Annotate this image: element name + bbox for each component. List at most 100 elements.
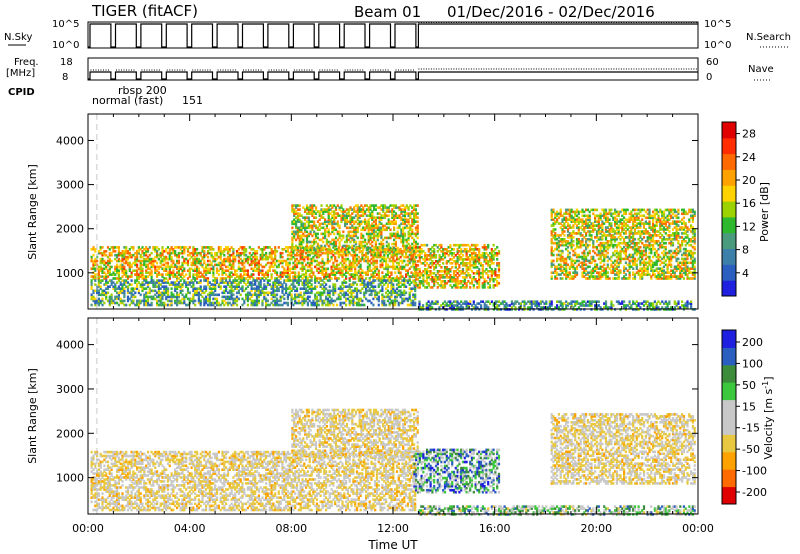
echo-cell: [156, 281, 159, 284]
echo-cell: [308, 281, 311, 284]
echo-cell: [205, 267, 208, 271]
echo-cell: [354, 275, 357, 278]
echo-cell: [254, 269, 257, 272]
echo-cell: [174, 301, 177, 305]
echo-cell: [94, 277, 97, 280]
echo-cell: [305, 263, 308, 267]
echo-cell: [467, 262, 470, 265]
echo-cell: [90, 303, 93, 307]
echo-cell: [407, 212, 410, 215]
echo-cell: [452, 248, 456, 251]
echo-cell: [366, 271, 369, 274]
echo-cell: [371, 210, 374, 213]
echo-cell: [334, 289, 337, 293]
echo-cell: [168, 271, 171, 274]
echo-cell: [270, 287, 273, 290]
echo-cell: [183, 267, 186, 271]
echo-cell: [286, 295, 289, 299]
echo-cell: [332, 269, 335, 272]
echo-cell: [347, 226, 350, 230]
echo-cell: [261, 301, 264, 305]
echo-cell: [492, 280, 495, 283]
echo-cell: [322, 232, 325, 236]
echo-cell: [197, 261, 200, 265]
echo-cell: [354, 214, 358, 217]
echo-cell: [228, 263, 231, 267]
echo-cell: [566, 253, 570, 257]
echo-cell: [235, 295, 239, 299]
echo-cell: [362, 234, 365, 238]
echo-cell: [483, 243, 486, 247]
echo-cell: [494, 270, 497, 273]
echo-cell: [429, 256, 432, 259]
echo-cell: [274, 257, 277, 261]
echo-cell: [179, 299, 182, 303]
echo-cell: [119, 259, 122, 263]
echo-cell: [492, 258, 495, 261]
echo-cell: [263, 273, 266, 276]
echo-cell: [425, 243, 429, 247]
echo-cell: [143, 295, 146, 299]
echo-cell: [394, 206, 397, 209]
echo-cell: [99, 265, 102, 269]
echo-cell: [409, 224, 412, 228]
echo-cell: [301, 265, 304, 269]
echo-cell: [212, 297, 215, 301]
echo-cell: [257, 285, 260, 288]
echo-cell: [434, 264, 438, 267]
echo-cell: [166, 271, 170, 274]
echo-cell: [377, 271, 380, 274]
echo-cell: [310, 283, 313, 286]
echo-cell: [228, 279, 231, 282]
echo-cell: [337, 293, 340, 297]
echo-cell: [385, 275, 388, 278]
echo-cell: [161, 295, 164, 299]
echo-cell: [563, 216, 566, 220]
echo-cell: [317, 267, 320, 271]
echo-cell: [298, 214, 301, 217]
echo-cell: [429, 266, 432, 269]
echo-cell: [367, 224, 370, 228]
echo-cell: [469, 248, 472, 251]
echo-cell: [456, 260, 459, 263]
echo-cell: [585, 277, 588, 280]
echo-cell: [590, 236, 593, 239]
echo-cell: [225, 281, 228, 284]
echo-cell: [347, 212, 350, 215]
echo-cell: [416, 272, 420, 275]
echo-cell: [323, 277, 326, 280]
echo-cell: [407, 220, 410, 223]
echo-cell: [415, 270, 418, 273]
echo-cell: [472, 250, 475, 253]
echo-cell: [272, 291, 275, 295]
echo-cell: [414, 232, 417, 236]
echo-cell: [323, 267, 326, 271]
echo-cell: [290, 279, 293, 282]
echo-cell: [572, 218, 575, 221]
echo-cell: [302, 224, 305, 228]
echo-cell: [413, 266, 416, 269]
echo-cell: [128, 265, 131, 269]
echo-cell: [550, 271, 553, 274]
echo-cell: [550, 259, 553, 263]
echo-cell: [126, 275, 130, 278]
echo-cell: [422, 274, 425, 277]
echo-cell: [96, 291, 99, 295]
echo-cell: [352, 275, 355, 278]
echo-cell: [285, 275, 288, 278]
echo-cell: [177, 293, 180, 297]
echo-cell: [239, 251, 242, 255]
echo-cell: [362, 236, 365, 240]
echo-cell: [418, 282, 421, 285]
echo-cell: [154, 293, 157, 297]
echo-cell: [331, 224, 334, 228]
echo-cell: [356, 218, 359, 221]
echo-cell: [436, 276, 439, 279]
echo-cell: [145, 263, 148, 267]
echo-cell: [277, 279, 280, 282]
echo-cell: [424, 280, 427, 283]
echo-cell: [206, 299, 210, 303]
echo-cell: [315, 291, 319, 295]
echo-cell: [319, 261, 322, 265]
echo-cell: [234, 299, 237, 303]
